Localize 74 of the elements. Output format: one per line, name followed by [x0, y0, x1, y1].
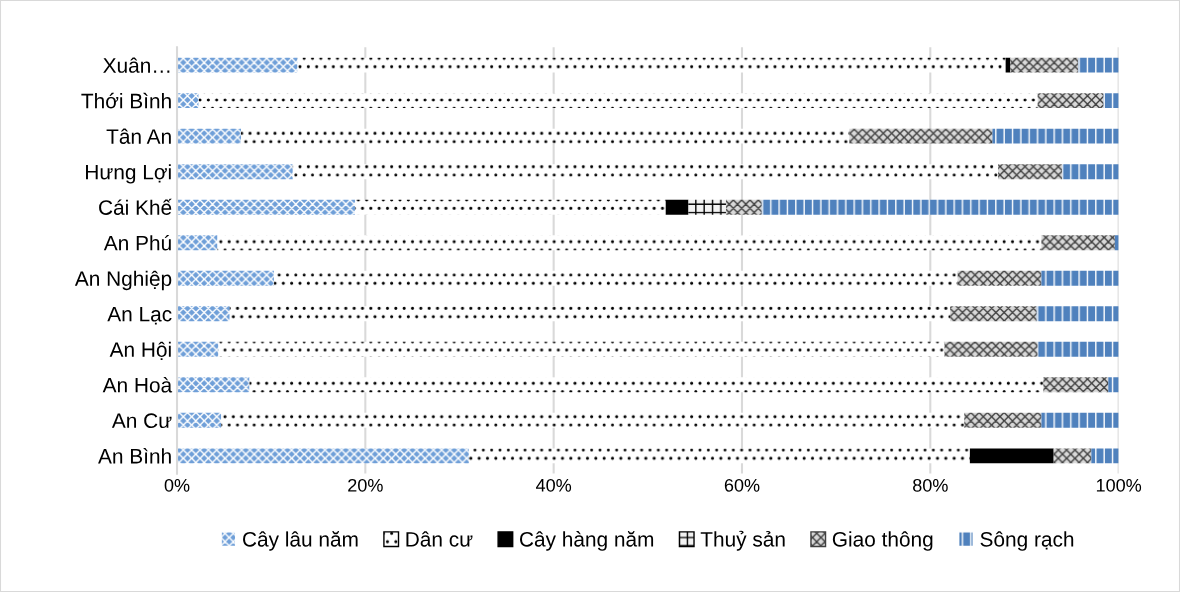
bar	[665, 199, 689, 215]
bar	[1010, 57, 1079, 73]
x-tick-label: 0%	[164, 478, 190, 492]
bar	[1108, 377, 1119, 393]
x-tick-label: 20%	[348, 478, 383, 492]
bar	[944, 341, 1038, 357]
x-tick-label: 60%	[724, 478, 760, 492]
bar	[217, 235, 1042, 251]
bar	[177, 448, 469, 464]
bar	[218, 341, 945, 357]
bar	[1053, 448, 1092, 464]
x-tick-label: 40%	[536, 478, 572, 492]
y-tick-label: An Lạc	[107, 306, 172, 325]
bar	[177, 128, 242, 144]
bar	[177, 412, 222, 428]
bar	[1041, 235, 1115, 251]
legend-label: Thuỷ sản	[700, 530, 785, 551]
bar	[241, 128, 850, 144]
bar	[1037, 341, 1119, 357]
y-tick-label: Tân An	[106, 128, 171, 144]
bar	[950, 306, 1037, 322]
bar	[1037, 93, 1104, 109]
y-tick-label: An Phú	[103, 234, 171, 251]
legend-label: Cây hàng năm	[520, 531, 654, 551]
y-tick-label: An Nghiệp	[74, 270, 172, 291]
bar	[177, 270, 274, 286]
legend-label: Giao thông	[832, 531, 933, 551]
y-tick-label: An Hoà	[102, 377, 173, 393]
bar	[969, 448, 1054, 464]
bar	[229, 306, 951, 322]
bar	[354, 199, 666, 215]
y-tick-label: Thới Bình	[81, 92, 171, 109]
bar	[1041, 412, 1119, 428]
bar	[249, 377, 1044, 393]
bar	[1041, 270, 1119, 286]
y-tick-label: Xuân…	[103, 57, 170, 73]
bar	[725, 199, 762, 215]
bar	[177, 57, 298, 73]
y-tick-label: An Hội	[109, 341, 171, 360]
bar	[177, 235, 218, 251]
y-tick-label: Cái Khế	[99, 198, 172, 215]
bar	[957, 270, 1042, 286]
bar	[1103, 93, 1119, 109]
legend-label: Cây lâu năm	[243, 531, 358, 551]
bar	[1062, 164, 1119, 180]
legend-label: Dân cư	[406, 531, 473, 547]
bar	[297, 57, 1006, 73]
bar	[1043, 377, 1109, 393]
bar	[177, 164, 293, 180]
bar	[849, 128, 993, 144]
bar	[221, 412, 965, 428]
bar	[198, 93, 1038, 109]
bar	[292, 164, 999, 180]
bar	[688, 199, 726, 215]
y-tick-label: Hưng Lợi	[86, 164, 171, 184]
y-tick-label: An Cư	[111, 413, 172, 429]
bar	[177, 341, 219, 357]
legend-label: Sông rạch	[980, 531, 1074, 551]
bar	[992, 128, 1119, 144]
bar	[1078, 57, 1119, 73]
bar	[761, 199, 1119, 215]
bar	[273, 270, 958, 286]
x-tick-label: 100%	[1096, 478, 1142, 492]
bar	[1091, 448, 1119, 464]
bar	[964, 412, 1042, 428]
bar	[468, 448, 970, 464]
bar	[1036, 306, 1119, 322]
bar	[177, 93, 199, 109]
bar	[177, 306, 230, 322]
bar	[177, 377, 250, 393]
x-tick-label: 80%	[913, 478, 948, 492]
bar	[177, 199, 355, 215]
bar	[998, 164, 1063, 180]
y-tick-label: An Bình	[98, 448, 171, 464]
